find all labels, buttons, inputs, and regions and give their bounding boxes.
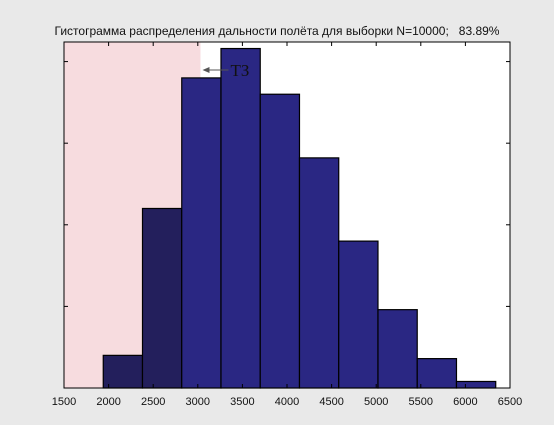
histogram-bar-7 <box>338 240 379 389</box>
histogram-bar-9 <box>416 358 458 389</box>
histogram-bar-6 <box>298 157 340 389</box>
histogram-bar-2 <box>141 207 183 389</box>
x-tick-label-4500: 4500 <box>319 396 343 408</box>
chart-title: Гистограмма распределения дальности полё… <box>54 24 500 38</box>
histogram-bar-1 <box>102 354 144 389</box>
histogram-bar-4 <box>220 47 261 389</box>
histogram-bar-3 <box>181 77 222 389</box>
x-tick-label-6500: 6500 <box>498 396 522 408</box>
x-tick-label-6000: 6000 <box>453 396 477 408</box>
histogram-bar-8 <box>377 309 418 389</box>
x-tick-label-5000: 5000 <box>364 396 388 408</box>
x-tick-label-3000: 3000 <box>186 396 210 408</box>
histogram-bar-10 <box>455 380 497 389</box>
x-tick-label-5500: 5500 <box>409 396 433 408</box>
x-tick-label-2000: 2000 <box>96 396 120 408</box>
x-tick-label-4000: 4000 <box>275 396 299 408</box>
x-tick-label-3500: 3500 <box>230 396 254 408</box>
threshold-label: ТЗ <box>230 61 249 80</box>
x-tick-label-2500: 2500 <box>141 396 165 408</box>
histogram-bar-5 <box>259 93 301 389</box>
x-tick-label-1500: 1500 <box>52 396 76 408</box>
threshold-arrow-head <box>202 67 210 73</box>
